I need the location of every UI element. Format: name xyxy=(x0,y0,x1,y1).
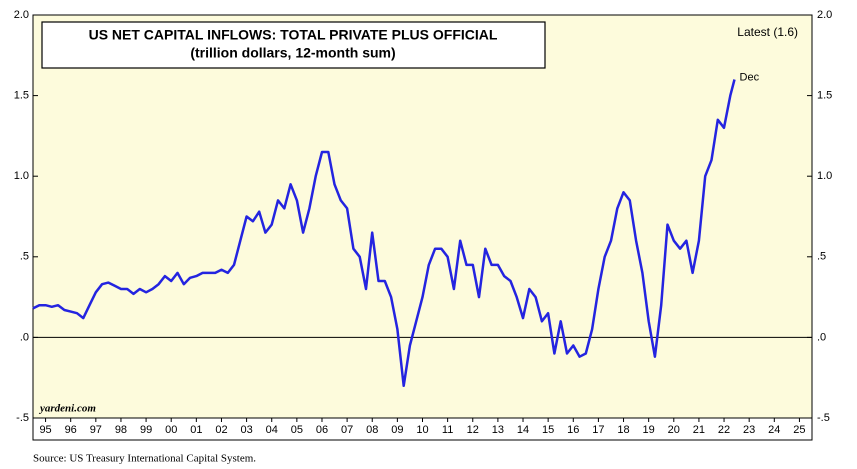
x-tick-label: 16 xyxy=(567,424,579,436)
last-point-label: Dec xyxy=(740,71,760,83)
title-box xyxy=(41,21,546,69)
x-tick-label: 06 xyxy=(316,424,328,436)
y-tick-label: 2.0 xyxy=(14,9,29,21)
x-tick-label: 03 xyxy=(240,424,252,436)
x-tick-label: 18 xyxy=(617,424,629,436)
x-tick-label: 12 xyxy=(467,424,479,436)
y2-tick-label: .5 xyxy=(817,251,826,263)
x-tick-label: 24 xyxy=(768,424,780,436)
x-tick-label: 95 xyxy=(39,424,51,436)
x-tick-label: 14 xyxy=(517,424,529,436)
x-tick-label: 00 xyxy=(165,424,177,436)
x-tick-label: 08 xyxy=(366,424,378,436)
chart-subtitle: (trillion dollars, 12-month sum) xyxy=(190,45,395,61)
x-tick-label: 07 xyxy=(341,424,353,436)
x-tick-label: 97 xyxy=(90,424,102,436)
x-tick-label: 09 xyxy=(391,424,403,436)
y2-tick-label: -.5 xyxy=(817,412,830,424)
chart-title: US NET CAPITAL INFLOWS: TOTAL PRIVATE PL… xyxy=(89,27,498,43)
x-tick-label: 22 xyxy=(718,424,730,436)
y-tick-label: .5 xyxy=(20,251,29,263)
x-tick-label: 11 xyxy=(442,424,453,436)
y2-tick-label: .0 xyxy=(817,331,826,343)
y2-tick-label: 1.5 xyxy=(817,90,832,102)
x-tick-label: 13 xyxy=(492,424,504,436)
data-line xyxy=(32,79,736,388)
x-tick-label: 23 xyxy=(743,424,755,436)
x-tick-label: 96 xyxy=(65,424,77,436)
plot-area xyxy=(32,14,813,419)
y-tick-label: .0 xyxy=(20,331,29,343)
y2-tick-label: 2.0 xyxy=(817,9,832,21)
x-tick-label: 04 xyxy=(266,424,278,436)
x-tick-label: 21 xyxy=(693,424,705,436)
x-tick-label: 98 xyxy=(115,424,127,436)
x-tick-label: 15 xyxy=(542,424,554,436)
y-tick-label: 1.5 xyxy=(14,90,29,102)
source: Source: US Treasury International Capita… xyxy=(33,453,256,465)
x-tick-label: 20 xyxy=(668,424,680,436)
latest-note: Latest (1.6) xyxy=(737,25,798,39)
watermark: yardeni.com xyxy=(38,403,96,415)
y2-tick-label: 1.0 xyxy=(817,170,832,182)
y-tick-label: -.5 xyxy=(16,412,29,424)
y-tick-label: 1.0 xyxy=(14,170,29,182)
x-tick-label: 10 xyxy=(416,424,428,436)
x-tick-label: 17 xyxy=(592,424,604,436)
x-tick-label: 02 xyxy=(215,424,227,436)
x-tick-label: 19 xyxy=(643,424,655,436)
x-tick-label: 01 xyxy=(190,424,202,436)
x-tick-label: 25 xyxy=(793,424,805,436)
x-tick-label: 05 xyxy=(291,424,303,436)
x-tick-label: 99 xyxy=(140,424,152,436)
